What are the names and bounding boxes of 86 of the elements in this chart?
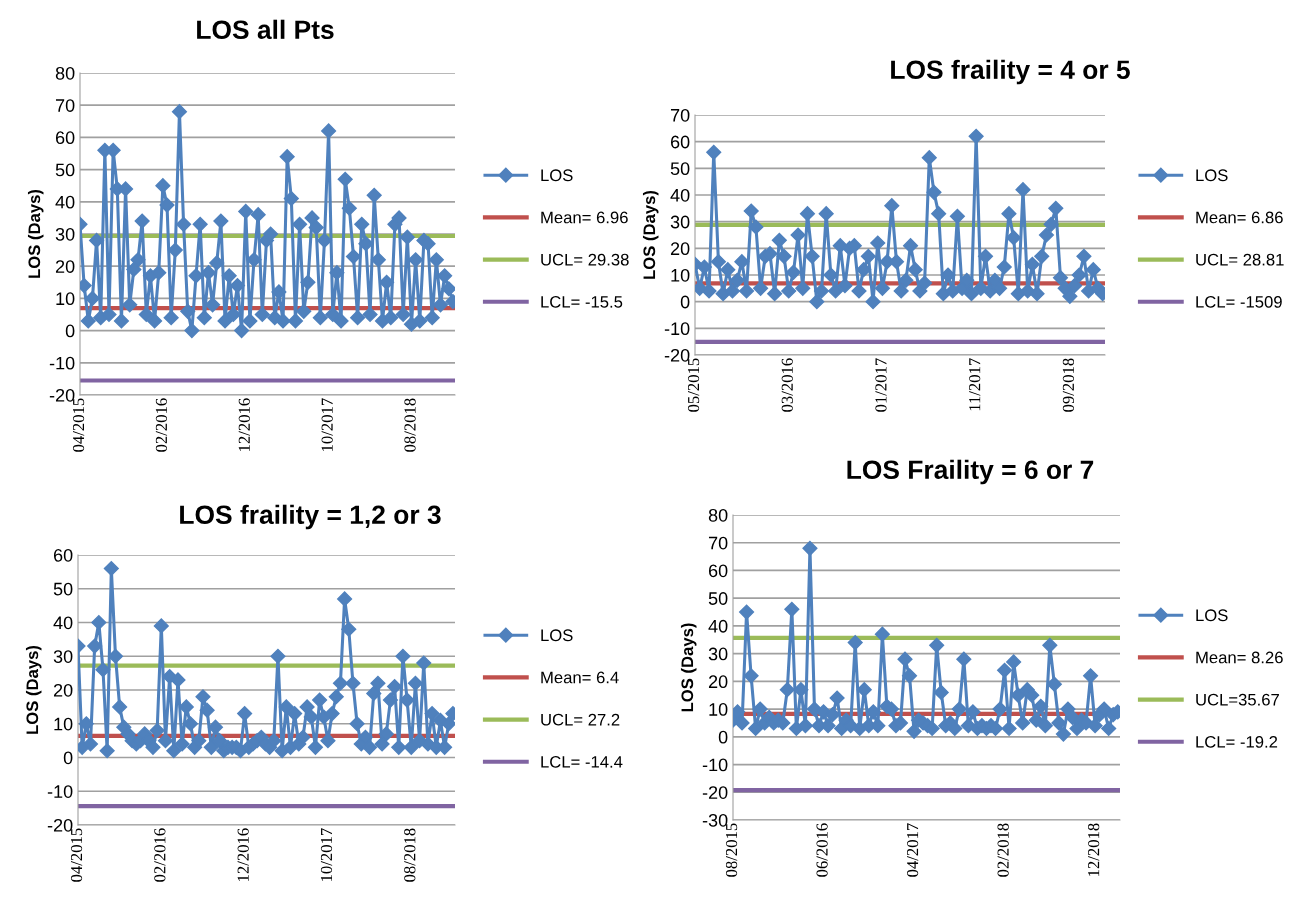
x-tick-label: 04/2017 xyxy=(906,823,919,877)
y-tick-label: 20 xyxy=(670,242,690,256)
y-tick-label: 40 xyxy=(55,195,75,209)
y-tick-label: 80 xyxy=(708,508,728,522)
y-axis-title: LOS (Days) xyxy=(25,645,42,734)
x-tick-label: 02/2016 xyxy=(154,828,166,882)
y-tick-label: 60 xyxy=(670,135,690,149)
y-tick-label: -20 xyxy=(47,818,73,832)
legend-label: LCL= -15.5 xyxy=(541,295,623,308)
y-tick-label: 70 xyxy=(55,99,75,112)
y-tick-label: 10 xyxy=(54,717,73,731)
y-tick-label: 10 xyxy=(671,268,690,282)
x-tick-label: 02/2016 xyxy=(155,398,168,452)
y-tick-label: 0 xyxy=(63,751,73,765)
y-tick-label: 20 xyxy=(708,675,728,689)
y-tick-label: 50 xyxy=(708,592,728,605)
y-tick-label: 30 xyxy=(55,227,75,241)
y-tick-label: 70 xyxy=(670,108,690,122)
legend-label: LOS xyxy=(541,629,573,642)
legend-label: Mean= 6.4 xyxy=(541,671,619,684)
x-tick-label: 09/2018 xyxy=(1062,358,1075,412)
y-tick-label: 0 xyxy=(718,730,728,744)
y-tick-label: -10 xyxy=(49,356,75,370)
x-tick-label: 08/2015 xyxy=(725,823,738,877)
y-tick-label: 20 xyxy=(55,260,75,273)
y-tick-label: -10 xyxy=(664,322,690,336)
x-tick-label: 10/2017 xyxy=(321,398,333,451)
x-tick-label: 11/2017 xyxy=(969,358,981,411)
x-tick-label: 05/2015 xyxy=(687,358,700,412)
legend-label: UCL= 29.38 xyxy=(541,253,629,266)
chart-title: LOS fraility = 1,2 or 3 xyxy=(180,504,441,530)
x-tick-label: 08/2018 xyxy=(404,828,416,882)
y-axis-title: LOS (Days) xyxy=(642,190,659,279)
x-tick-label: 12/2018 xyxy=(1088,823,1100,876)
x-tick-label: 12/2016 xyxy=(238,398,250,451)
y-tick-label: 40 xyxy=(53,616,73,630)
y-tick-label: 50 xyxy=(670,162,690,176)
chart-title: LOS Fraility = 6 or 7 xyxy=(847,459,1094,485)
legend-label: UCL= 27.2 xyxy=(541,713,620,726)
y-tick-label: 30 xyxy=(670,215,690,229)
x-tick-label: 10/2017 xyxy=(320,828,333,881)
x-tick-label: 02/2018 xyxy=(997,823,1009,877)
y-tick-label: 10 xyxy=(709,703,728,716)
chart-title: LOS all Pts xyxy=(197,19,334,40)
y-tick-label: 20 xyxy=(53,683,73,697)
y-tick-label: 40 xyxy=(708,619,728,633)
legend-label: Mean= 6.86 xyxy=(1196,211,1283,224)
legend-label: LCL= -14.4 xyxy=(541,755,623,768)
x-tick-label: 08/2018 xyxy=(404,398,416,452)
y-tick-label: 0 xyxy=(65,324,75,338)
y-tick-label: -10 xyxy=(47,785,73,798)
x-tick-label: 06/2016 xyxy=(816,823,828,877)
y-tick-label: 70 xyxy=(708,536,728,550)
y-tick-label: 60 xyxy=(55,131,75,145)
legend-label: Mean= 6.96 xyxy=(541,211,628,224)
y-tick-label: -20 xyxy=(664,348,690,362)
legend-label: UCL= 28.81 xyxy=(1196,253,1284,266)
y-tick-label: 40 xyxy=(670,188,690,202)
legend-label: LCL= -1509 xyxy=(1196,295,1282,308)
legend-label: LCL= -19.2 xyxy=(1196,735,1278,748)
y-tick-label: -20 xyxy=(702,786,728,799)
legend-label: LOS xyxy=(1196,609,1228,622)
y-tick-label: 60 xyxy=(708,564,728,578)
y-tick-label: 60 xyxy=(53,548,73,562)
y-tick-label: 50 xyxy=(53,582,73,596)
x-tick-label: 12/2016 xyxy=(237,828,249,881)
y-tick-label: 30 xyxy=(708,647,728,661)
y-tick-label: -20 xyxy=(49,388,75,402)
y-axis-title: LOS (Days) xyxy=(680,623,697,712)
y-tick-label: 30 xyxy=(53,650,73,663)
chart-title: LOS fraility = 4 or 5 xyxy=(891,59,1130,85)
legend-label: LOS xyxy=(541,169,573,182)
y-tick-label: 50 xyxy=(55,163,75,177)
x-tick-label: 01/2017 xyxy=(875,358,887,412)
y-tick-label: 0 xyxy=(680,295,690,309)
x-tick-label: 04/2015 xyxy=(70,828,83,882)
y-tick-label: 10 xyxy=(56,292,75,306)
legend-label: UCL=35.67 xyxy=(1196,693,1279,706)
y-tick-label: -10 xyxy=(702,758,728,772)
x-tick-label: 03/2016 xyxy=(781,358,793,412)
legend-label: LOS xyxy=(1196,169,1228,182)
y-tick-label: 80 xyxy=(55,66,75,80)
y-axis-title: LOS (Days) xyxy=(27,189,44,278)
x-tick-label: 04/2015 xyxy=(72,398,85,452)
legend-label: Mean= 8.26 xyxy=(1196,651,1283,664)
y-tick-label: -30 xyxy=(702,813,728,827)
